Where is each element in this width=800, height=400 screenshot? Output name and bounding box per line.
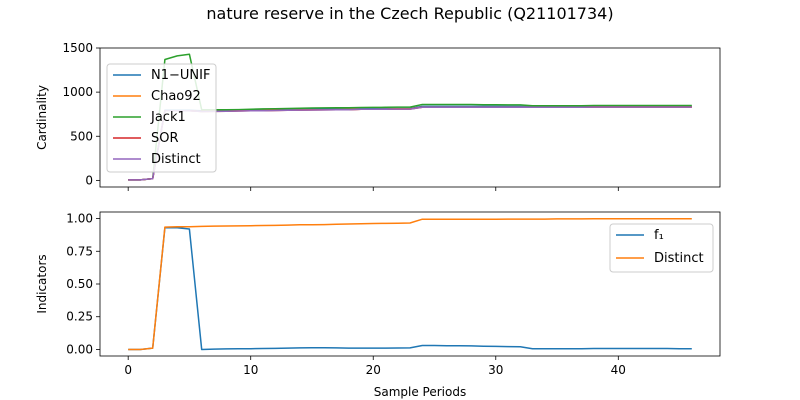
legend-label: N1−UNIF	[151, 68, 210, 83]
series-line-4	[128, 106, 692, 181]
figure-title: nature reserve in the Czech Republic (Q2…	[206, 4, 613, 23]
y-tick-label: 1.00	[66, 212, 93, 226]
y-axis-label: Cardinality	[35, 85, 49, 150]
y-tick-label: 0.75	[66, 244, 93, 258]
x-tick-label: 20	[366, 363, 381, 377]
legend-label: Distinct	[151, 152, 201, 167]
plot-frame	[99, 47, 721, 188]
series-line-1	[128, 218, 692, 351]
y-axis-label: Indicators	[35, 254, 49, 313]
y-tick-label: 500	[70, 129, 93, 143]
legend-label: Chao92	[151, 89, 201, 104]
y-tick-label: 0.00	[66, 342, 93, 356]
x-tick-label: 30	[488, 363, 503, 377]
legend-box	[609, 223, 714, 273]
y-tick-label: 1500	[62, 41, 93, 55]
y-tick-label: 0.25	[66, 310, 93, 324]
y-tick-label: 1000	[62, 85, 93, 99]
legend-label: f₁	[654, 228, 664, 243]
x-tick-label: 10	[243, 363, 258, 377]
indicators-panel: 0 10 20 30 40 0.00 0.25 0.50 0.75 1.00 Indicators S…	[35, 212, 721, 399]
y-tick-label: 0	[85, 173, 93, 187]
x-tick-label: 40	[611, 363, 626, 377]
y-tick-label: 0.50	[66, 277, 93, 291]
legend-box	[106, 63, 217, 173]
legend-label: Jack1	[150, 110, 186, 125]
x-axis-label: Sample Periods	[374, 385, 466, 399]
series-line-0	[128, 226, 692, 351]
series-line-2	[128, 53, 692, 181]
legend-label: Distinct	[654, 251, 704, 266]
x-tick-label: 0	[124, 363, 132, 377]
legend-label: SOR	[151, 131, 179, 146]
cardinality-panel: 0 500 1000 1500 Cardinality N1−UNIF Chao92 Jack…	[35, 41, 721, 191]
